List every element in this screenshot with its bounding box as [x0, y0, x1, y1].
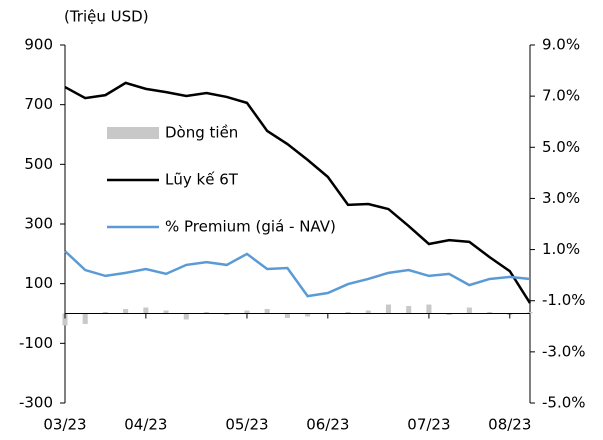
y-tick-label: 100 — [24, 274, 53, 292]
legend-label: % Premium (giá - NAV) — [165, 218, 336, 236]
bar — [163, 310, 169, 314]
y-tick-label: 500 — [24, 155, 53, 173]
bar — [203, 312, 210, 314]
bar — [143, 307, 149, 314]
y2-tick-label: 7.0% — [542, 87, 580, 105]
bar — [284, 313, 290, 318]
bar — [123, 309, 129, 314]
bar — [62, 313, 68, 326]
y2-tick-label: -5.0% — [542, 394, 586, 412]
x-tick-label: 03/23 — [43, 416, 86, 434]
y-axis-label: (Triệu USD) — [64, 8, 149, 26]
y-tick-label: 300 — [24, 215, 53, 233]
y-tick-label: 700 — [24, 95, 53, 113]
y-tick-label: -100 — [19, 334, 53, 352]
x-tick-label: 04/23 — [124, 416, 167, 434]
bar — [426, 304, 432, 314]
line — [64, 81, 532, 304]
y2-tick-label: -3.0% — [542, 342, 586, 360]
bar — [183, 313, 189, 320]
bar — [466, 307, 472, 314]
bar — [487, 312, 493, 314]
bar — [244, 310, 250, 314]
bar — [224, 313, 230, 315]
y2-tick-label: 5.0% — [542, 138, 580, 156]
bar — [102, 312, 108, 314]
bar — [264, 309, 270, 314]
bar — [345, 312, 351, 314]
x-tick-label: 05/23 — [225, 416, 268, 434]
y-tick-label: 900 — [24, 36, 53, 54]
y2-tick-label: 9.0% — [542, 36, 580, 54]
y2-tick-label: -1.0% — [542, 291, 586, 309]
y2-tick-label: 3.0% — [542, 189, 580, 207]
bar — [82, 313, 88, 324]
bar — [527, 312, 533, 314]
y-tick-label: -300 — [19, 394, 53, 412]
x-tick-label: 08/23 — [488, 416, 531, 434]
bar — [305, 313, 311, 317]
line — [64, 250, 531, 298]
bar — [406, 306, 412, 314]
bar — [446, 313, 452, 315]
y2-tick-label: 1.0% — [542, 240, 580, 258]
bar — [365, 310, 371, 314]
x-tick-label: 06/23 — [306, 416, 349, 434]
legend-label: Dòng tiền — [165, 124, 238, 142]
legend-label: Lũy kế 6T — [165, 171, 239, 189]
legend-swatch — [107, 127, 159, 139]
bar — [385, 304, 392, 314]
x-tick-label: 07/23 — [407, 416, 450, 434]
